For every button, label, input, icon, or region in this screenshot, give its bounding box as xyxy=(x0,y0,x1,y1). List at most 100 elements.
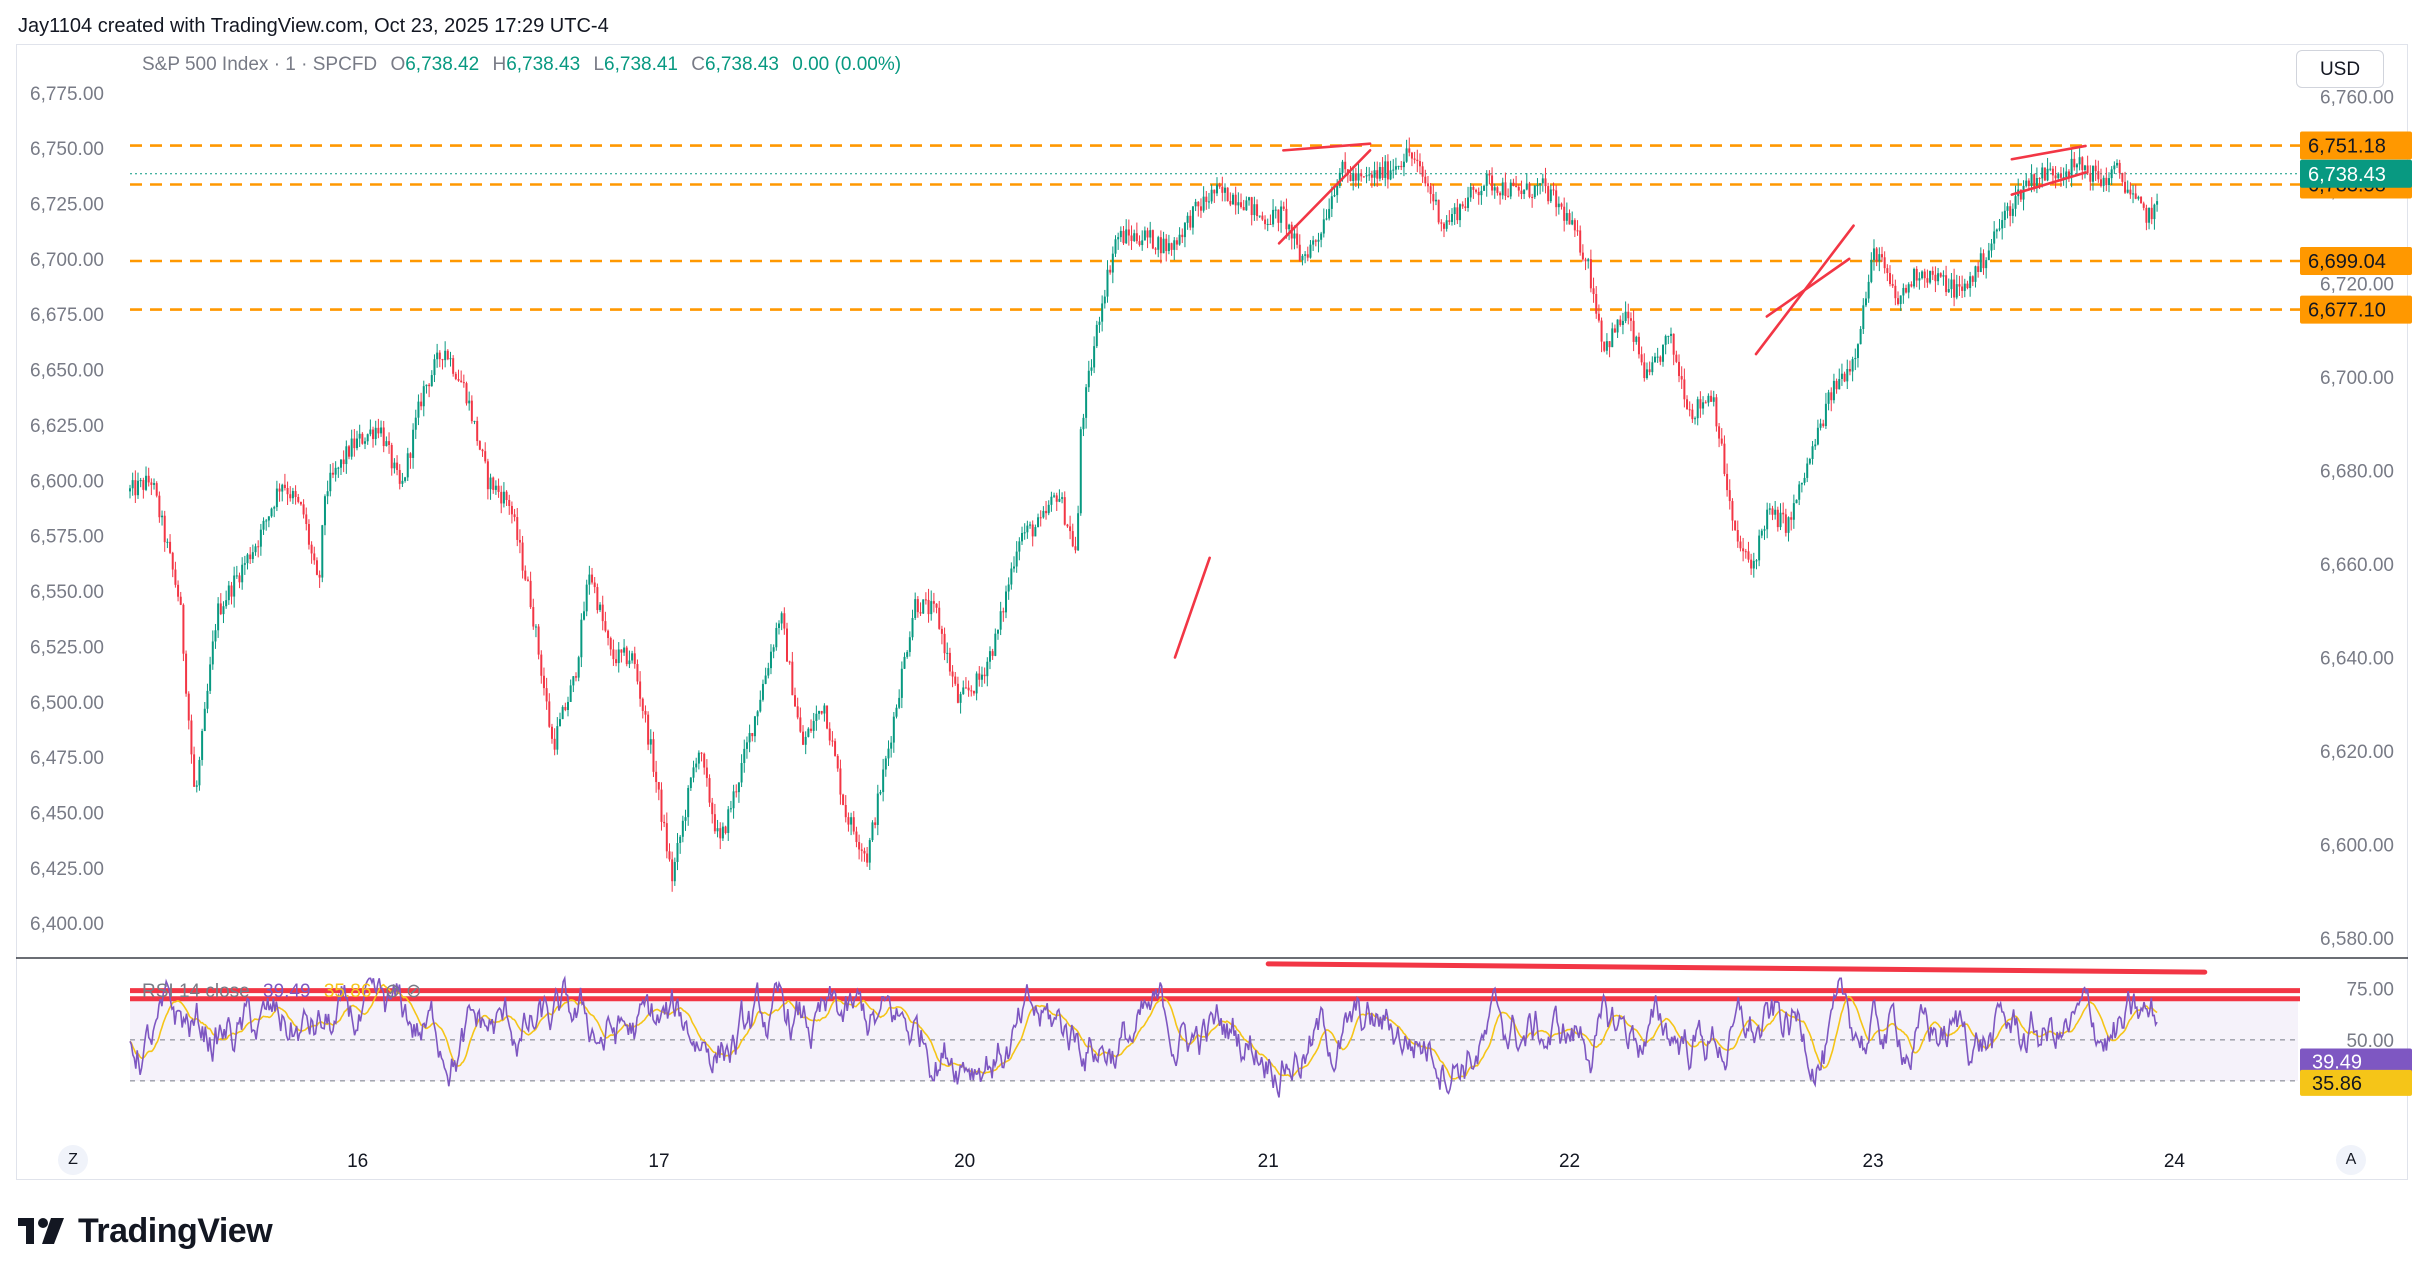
candle-body xyxy=(1937,273,1940,282)
candle-body xyxy=(1597,313,1600,321)
candle-body xyxy=(1074,546,1077,551)
candle-body xyxy=(369,429,372,435)
rsi-ma-label: 35.86 xyxy=(2312,1073,2362,1095)
candle-body xyxy=(1905,287,1908,293)
candle-body xyxy=(633,653,636,665)
candle-body xyxy=(1811,446,1814,459)
candle-body xyxy=(2097,171,2100,180)
tradingview-logo-text: TradingView xyxy=(78,1211,273,1250)
candle-body xyxy=(815,713,818,721)
candle-body xyxy=(1221,186,1224,193)
candle-body xyxy=(1408,148,1411,153)
candle-body xyxy=(890,742,893,749)
candle-body xyxy=(518,539,521,543)
candle-body xyxy=(2091,165,2094,182)
candle-body xyxy=(1918,278,1921,281)
current-price-tag xyxy=(2300,159,2412,188)
candle-body xyxy=(2089,173,2092,182)
candle-body xyxy=(1248,197,1251,201)
chart-frame[interactable] xyxy=(16,44,2408,1180)
candle-body xyxy=(281,484,284,492)
candle-body xyxy=(689,777,692,788)
trendline-drawing[interactable] xyxy=(1282,142,1372,152)
candle-body xyxy=(1397,165,1400,167)
candle-body xyxy=(1103,296,1106,304)
candle-body xyxy=(1525,183,1528,190)
candle-body xyxy=(1851,359,1854,372)
candle-body xyxy=(1493,187,1496,191)
candle-body xyxy=(1087,370,1090,388)
candle-body xyxy=(628,660,631,665)
candle-body xyxy=(409,453,412,458)
candle-body xyxy=(1047,504,1050,514)
candle-body xyxy=(1568,213,1571,225)
candle-body xyxy=(1696,399,1699,419)
candle-body xyxy=(209,664,212,691)
candle-body xyxy=(1429,186,1432,195)
candle-body xyxy=(1931,270,1934,275)
rsi-legend[interactable]: RSI 14 close 39.49 35.86 ⊘ ⊘ xyxy=(142,980,422,1003)
candle-body xyxy=(198,759,201,786)
candle-body xyxy=(644,710,647,715)
auto-scale-button[interactable]: A xyxy=(2336,1145,2366,1175)
candle-body xyxy=(1077,513,1080,551)
candle-body xyxy=(2075,164,2078,168)
trendline-drawing[interactable] xyxy=(1173,556,1211,659)
candle-body xyxy=(195,785,198,787)
candle-body xyxy=(1170,243,1173,250)
candle-body xyxy=(1878,254,1881,262)
candle-body xyxy=(1507,195,1510,197)
trendline-drawing[interactable] xyxy=(1277,149,1372,245)
candle-body xyxy=(1803,477,1806,483)
candle-body xyxy=(2062,177,2065,179)
candle-body xyxy=(460,380,463,383)
candle-body xyxy=(1250,197,1253,216)
candle-body xyxy=(1037,517,1040,528)
candle-body xyxy=(476,420,479,442)
candle-body xyxy=(337,467,340,469)
candle-body xyxy=(1475,189,1478,192)
candle-body xyxy=(668,851,671,860)
trendline-drawing[interactable] xyxy=(2010,171,2087,196)
candle-body xyxy=(975,673,978,694)
candle-body xyxy=(1670,333,1673,336)
candle-body xyxy=(569,685,572,702)
candle-body xyxy=(2145,207,2148,223)
candle-body xyxy=(1963,283,1966,291)
candle-body xyxy=(1296,233,1299,245)
candle-body xyxy=(916,599,919,613)
candle-body xyxy=(716,828,719,832)
candle-body xyxy=(908,637,911,653)
candle-body xyxy=(521,542,524,571)
candles-layer xyxy=(129,137,2159,892)
currency-button[interactable]: USD xyxy=(2296,50,2384,88)
right-axis-tick: 6,620.00 xyxy=(2320,742,2394,763)
candle-body xyxy=(1472,186,1475,190)
candle-body xyxy=(1691,409,1694,420)
indicator-settings-icon[interactable]: ⊘ ⊘ xyxy=(384,981,422,1002)
candle-body xyxy=(137,480,140,496)
candle-body xyxy=(1891,283,1894,286)
candle-body xyxy=(769,651,772,669)
zoom-scale-button[interactable]: Z xyxy=(58,1145,88,1175)
candle-body xyxy=(497,485,500,492)
candle-body xyxy=(1814,444,1817,447)
candle-body xyxy=(1213,189,1216,194)
rsi-trend-drawing[interactable] xyxy=(1265,961,2208,975)
candle-body xyxy=(1611,328,1614,348)
candle-body xyxy=(1448,220,1451,222)
candle-body xyxy=(1034,527,1037,537)
trendline-drawing[interactable] xyxy=(1765,257,1851,318)
trendline-drawing[interactable] xyxy=(2010,144,2087,161)
candle-body xyxy=(289,494,292,499)
candle-body xyxy=(331,472,334,475)
candle-body xyxy=(1293,233,1296,239)
candle-body xyxy=(262,520,265,530)
candle-body xyxy=(227,585,230,601)
candle-body xyxy=(1830,392,1833,401)
candle-body xyxy=(711,802,714,815)
symbol-legend[interactable]: S&P 500 Index · 1 · SPCFD O6,738.42 H6,7… xyxy=(142,54,901,76)
candle-body xyxy=(1440,222,1443,224)
candle-body xyxy=(671,859,674,882)
